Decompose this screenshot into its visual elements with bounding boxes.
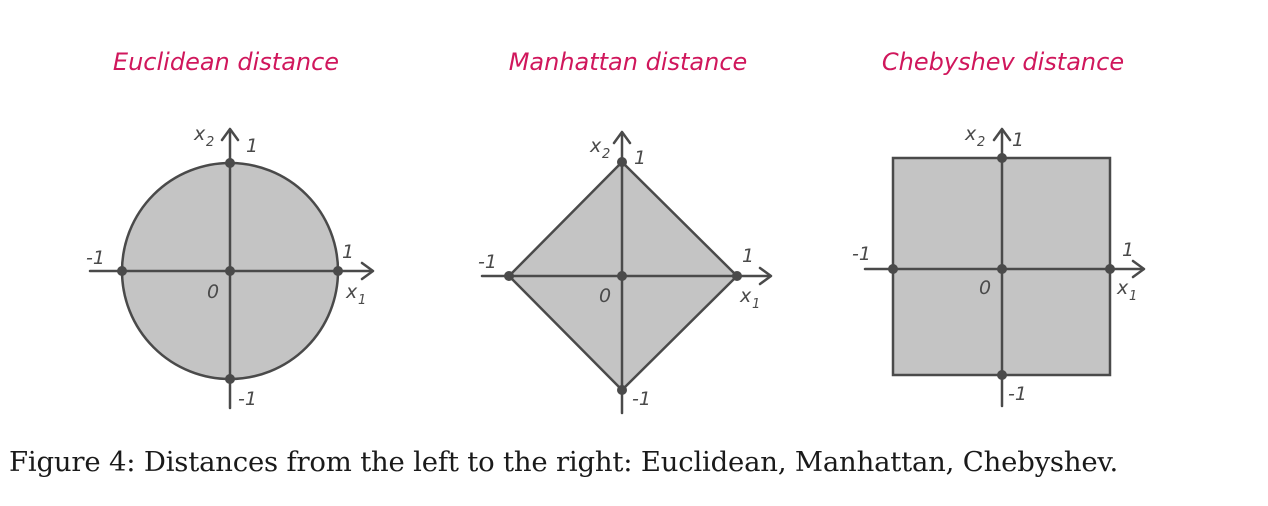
euclidean-diagram: Euclidean distance 1 -1 -1 1 0 x 2 x 1 — [86, 48, 375, 410]
chebyshev-right-label: 1 — [1122, 239, 1134, 261]
chebyshev-y-arrow — [992, 127, 1012, 142]
manhattan-point-left — [504, 271, 514, 281]
chebyshev-origin-point — [997, 264, 1007, 274]
chebyshev-point-top — [997, 153, 1007, 163]
manhattan-origin-label: 0 — [599, 285, 611, 307]
manhattan-point-top — [617, 157, 627, 167]
manhattan-x-axis-label: x — [739, 285, 752, 307]
euclidean-y-arrow — [220, 127, 240, 142]
euclidean-x-axis-label: x — [345, 281, 358, 303]
euclidean-x-axis-subscript: 1 — [358, 293, 366, 308]
manhattan-point-bottom — [617, 385, 627, 395]
manhattan-y-axis-subscript: 2 — [602, 147, 610, 162]
figure-caption: Figure 4: Distances from the left to the… — [9, 446, 1119, 478]
euclidean-point-top — [225, 158, 235, 168]
euclidean-point-left — [117, 266, 127, 276]
manhattan-x-arrow — [758, 266, 773, 286]
manhattan-y-axis-label: x — [589, 135, 602, 157]
manhattan-point-right — [732, 271, 742, 281]
euclidean-top-label: 1 — [246, 135, 258, 157]
manhattan-origin-point — [617, 271, 627, 281]
euclidean-point-bottom — [225, 374, 235, 384]
euclidean-left-label: -1 — [86, 247, 105, 269]
chebyshev-diagram: Chebyshev distance 1 -1 -1 1 0 x 2 x 1 — [852, 48, 1146, 408]
chebyshev-bottom-label: -1 — [1008, 383, 1027, 405]
euclidean-y-axis-label: x — [193, 123, 206, 145]
chebyshev-x-axis-label: x — [1116, 277, 1129, 299]
chebyshev-y-axis-label: x — [964, 123, 977, 145]
manhattan-left-label: -1 — [478, 251, 497, 273]
chebyshev-left-label: -1 — [852, 243, 871, 265]
manhattan-title: Manhattan distance — [509, 48, 748, 76]
chebyshev-x-axis-subscript: 1 — [1129, 289, 1137, 304]
euclidean-origin-point — [225, 266, 235, 276]
manhattan-top-label: 1 — [634, 147, 646, 169]
distance-figure: Euclidean distance 1 -1 -1 1 0 x 2 x 1 M… — [86, 48, 1146, 415]
euclidean-title: Euclidean distance — [113, 48, 339, 76]
chebyshev-origin-label: 0 — [979, 277, 991, 299]
chebyshev-point-left — [888, 264, 898, 274]
chebyshev-point-right — [1105, 264, 1115, 274]
manhattan-right-label: 1 — [742, 245, 754, 267]
euclidean-y-axis-subscript: 2 — [206, 135, 214, 150]
euclidean-x-arrow — [360, 261, 375, 281]
manhattan-y-arrow — [612, 130, 632, 145]
euclidean-point-right — [333, 266, 343, 276]
chebyshev-point-bottom — [997, 370, 1007, 380]
manhattan-x-axis-subscript: 1 — [752, 297, 760, 312]
chebyshev-title: Chebyshev distance — [882, 48, 1124, 76]
manhattan-bottom-label: -1 — [632, 388, 651, 410]
manhattan-diagram: Manhattan distance 1 -1 -1 1 0 x 2 x 1 — [478, 48, 773, 415]
chebyshev-x-arrow — [1131, 259, 1146, 279]
chebyshev-top-label: 1 — [1012, 129, 1024, 151]
euclidean-right-label: 1 — [342, 241, 354, 263]
euclidean-origin-label: 0 — [207, 281, 219, 303]
chebyshev-y-axis-subscript: 2 — [977, 135, 985, 150]
euclidean-bottom-label: -1 — [238, 388, 257, 410]
